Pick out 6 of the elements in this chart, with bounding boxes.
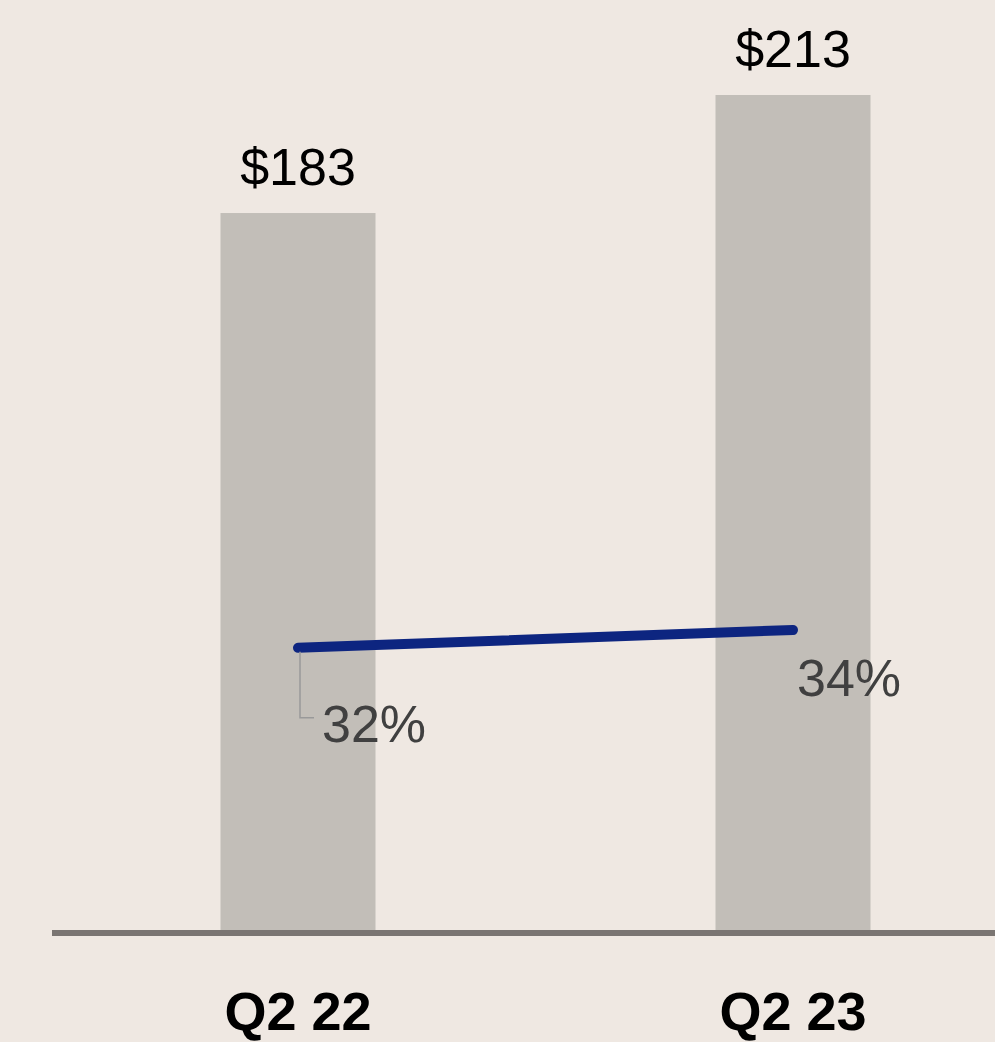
data-label: 32% bbox=[322, 694, 427, 753]
x-tick-label: Q2 23 bbox=[719, 981, 867, 1041]
data-label: $183 bbox=[240, 138, 356, 197]
data-label: 34% bbox=[797, 649, 902, 707]
x-tick-label: Q2 22 bbox=[224, 981, 372, 1041]
data-label: $213 bbox=[735, 20, 851, 78]
